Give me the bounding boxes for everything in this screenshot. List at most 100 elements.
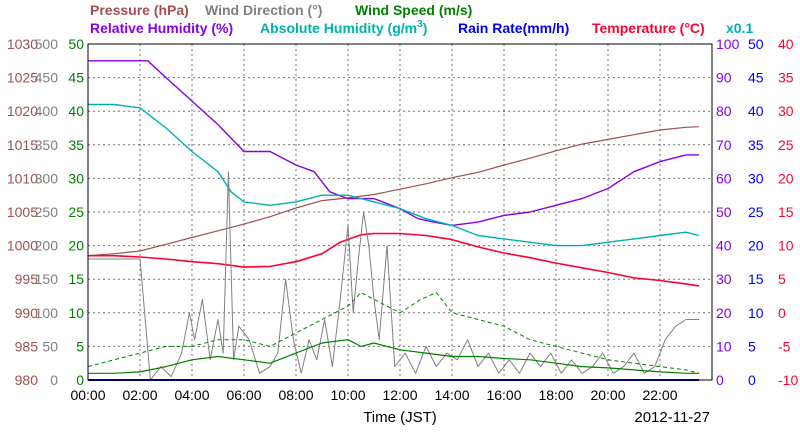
humidity-tick: 30 [716,271,732,287]
pressure-tick: 1010 [7,170,38,186]
x-axis-label: Time (JST) [363,409,437,426]
wind-speed-tick: 30 [68,170,84,186]
x-tick-label: 22:00 [642,387,677,403]
series-group [87,60,700,381]
rain-rate-tick: 0 [748,372,756,388]
pressure-tick: 1030 [7,36,38,52]
wind-direction-tick: 50 [42,338,58,354]
wind-speed-tick: 5 [76,338,84,354]
rain-rate-tick: 45 [748,70,764,86]
wind-direction-tick: 150 [35,271,59,287]
x-tick-label: 06:00 [226,387,261,403]
series-relative-humidity [88,60,699,227]
x-tick-label: 16:00 [486,387,521,403]
series-wind-speed [88,339,699,374]
title-rain-rate: Rain Rate(mm/h) [458,20,569,36]
pressure-tick: 1015 [7,137,38,153]
x-tick-label: 12:00 [382,387,417,403]
humidity-tick: 0 [716,372,724,388]
wind-speed-tick: 15 [68,271,84,287]
wind-direction-tick: 250 [35,204,59,220]
wind-direction-tick: 100 [35,305,59,321]
wind-speed-tick: 40 [68,103,84,119]
rain-rate-tick: 20 [748,238,764,254]
series-absolute-humidity [88,103,700,247]
title-relative-humidity: Relative Humidity (%) [90,20,233,36]
series-wind-speed-gust [87,292,700,374]
rain-rate-tick: 50 [748,36,764,52]
humidity-tick: 60 [716,170,732,186]
x-tick-label: 08:00 [278,387,313,403]
rain-rate-tick: 40 [748,103,764,119]
wind-speed-tick: 20 [68,238,84,254]
humidity-tick: 10 [716,338,732,354]
temperature-tick: 40 [778,36,794,52]
wind-speed-tick: 0 [76,372,84,388]
series-pressure [87,126,700,257]
x-tick-label: 20:00 [590,387,625,403]
x-tick-label: 00:00 [70,387,105,403]
grid [88,44,712,380]
rain-rate-tick: 15 [748,271,764,287]
wind-direction-tick: 500 [35,36,59,52]
rain-rate-tick: 35 [748,137,764,153]
pressure-tick: 1000 [7,238,38,254]
wind-speed-tick: 35 [68,137,84,153]
x-tick-label: 10:00 [330,387,365,403]
title-absolute-humidity: Absolute Humidity (g/m3) [260,19,427,36]
wind-speed-tick: 25 [68,204,84,220]
date-label: 2012-11-27 [634,409,710,426]
pressure-tick: 980 [15,372,39,388]
wind-direction-tick: 350 [35,137,59,153]
wind-direction-tick: 200 [35,238,59,254]
x-tick-label: 18:00 [538,387,573,403]
temperature-tick: 25 [778,137,794,153]
title-pressure: Pressure (hPa) [90,2,189,18]
humidity-tick: 70 [716,137,732,153]
plot-frame [87,43,713,381]
rain-rate-tick: 5 [748,338,756,354]
wind-speed-tick: 50 [68,36,84,52]
temperature-tick: -5 [778,338,791,354]
temperature-tick: 10 [778,238,794,254]
pressure-tick: 985 [15,338,39,354]
humidity-tick: 90 [716,70,732,86]
temperature-tick: 5 [778,271,786,287]
title-wind-direction: Wind Direction (°) [205,2,322,18]
x-tick-label: 04:00 [174,387,209,403]
wind-direction-tick: 400 [35,103,59,119]
pressure-tick: 995 [15,271,39,287]
humidity-tick: 80 [716,103,732,119]
rain-rate-tick: 10 [748,305,764,321]
temperature-tick: 15 [778,204,794,220]
temperature-tick: 35 [778,70,794,86]
rain-rate-tick: 25 [748,204,764,220]
series-temperature [88,232,700,287]
temperature-tick: 20 [778,170,794,186]
wind-speed-tick: 45 [68,70,84,86]
temperature-tick: 30 [778,103,794,119]
humidity-tick: 40 [716,238,732,254]
x-tick-label: 02:00 [122,387,157,403]
wind-direction-tick: 450 [35,70,59,86]
title-multiplier: x0.1 [726,20,753,36]
pressure-tick: 990 [15,305,39,321]
temperature-tick: -10 [778,372,798,388]
humidity-tick: 20 [716,305,732,321]
pressure-tick: 1020 [7,103,38,119]
humidity-tick: 50 [716,204,732,220]
pressure-tick: 1005 [7,204,38,220]
title-temperature: Temperature (°C) [592,20,705,36]
wind-speed-tick: 10 [68,305,84,321]
humidity-tick: 100 [716,36,740,52]
wind-direction-tick: 0 [50,372,58,388]
rain-rate-tick: 30 [748,170,764,186]
title-wind-speed: Wind Speed (m/s) [355,2,472,18]
series-wind-direction [88,171,699,381]
x-tick-label: 14:00 [434,387,469,403]
pressure-tick: 1025 [7,70,38,86]
wind-direction-tick: 300 [35,170,59,186]
temperature-tick: 0 [778,305,786,321]
